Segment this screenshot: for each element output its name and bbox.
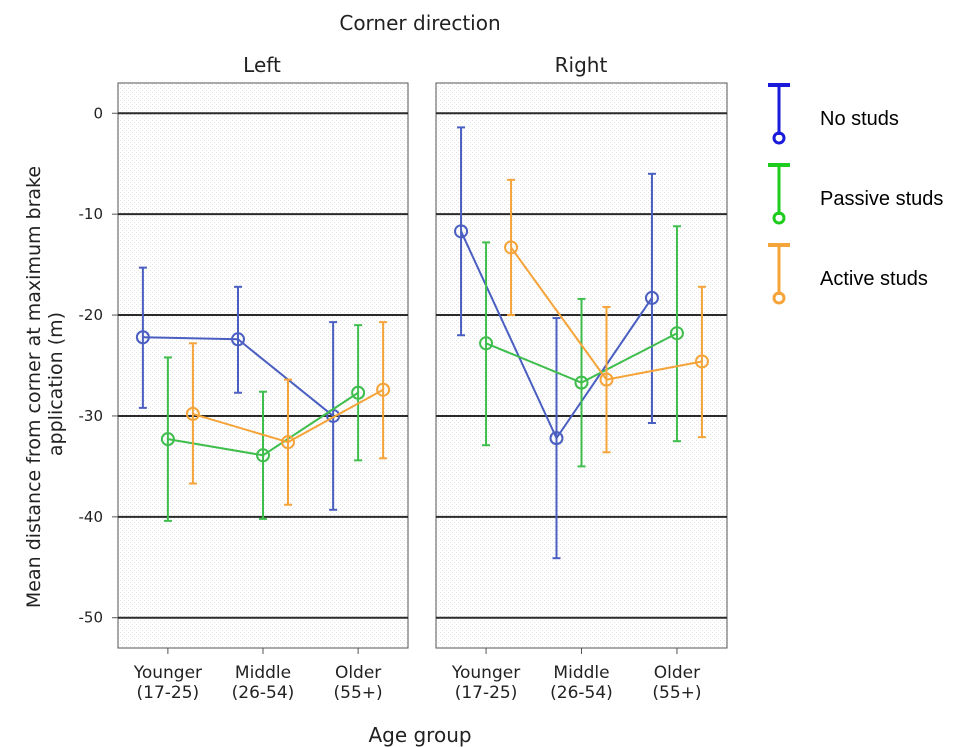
y-axis-title-line1: Mean distance from corner at maximum bra…: [23, 166, 45, 608]
x-tick-label: Younger: [133, 663, 202, 683]
y-tick-label: -30: [79, 407, 104, 425]
x-tick-label: (26-54): [232, 683, 295, 703]
legend-label: Passive studs: [820, 188, 943, 210]
y-axis-ticks: 0 -10 -20 -30 -40 -50: [79, 104, 118, 627]
legend-item-passive-studs: Passive studs: [768, 163, 943, 225]
y-axis-title-line2: application (m): [45, 312, 67, 456]
legend-marker-icon: [772, 291, 786, 305]
data-point: [281, 435, 295, 450]
y-tick-label: -40: [79, 508, 104, 526]
x-tick-label: (17-25): [137, 683, 200, 703]
x-axis-title: Age group: [368, 723, 471, 747]
x-tick-label: (17-25): [455, 683, 518, 703]
data-point: [479, 336, 494, 351]
y-tick-label: 0: [93, 104, 103, 122]
data-point: [504, 240, 519, 255]
panel-title-right: Right: [555, 53, 608, 77]
x-tick-label: (26-54): [550, 683, 613, 703]
data-point: [549, 431, 564, 446]
x-tick-label: (55+): [652, 683, 701, 703]
data-point: [376, 382, 391, 397]
y-tick-label: -20: [79, 306, 104, 324]
series-no-studs: [454, 126, 659, 560]
series-passive-studs: [479, 225, 684, 468]
series-passive-studs: [160, 324, 366, 522]
data-point: [599, 372, 614, 387]
legend: No studs Passive studs Active studs: [768, 83, 943, 305]
x-tick-label: Younger: [451, 663, 520, 683]
legend-marker-icon: [772, 211, 786, 225]
y-tick-label: -10: [79, 205, 104, 223]
data-point: [574, 375, 589, 390]
panels: Younger(17-25)Middle(26-54)Older(55+)You…: [117, 82, 728, 703]
legend-marker-icon: [772, 131, 786, 145]
y-axis-title: Mean distance from corner at maximum bra…: [23, 160, 67, 608]
x-tick-label: Older: [335, 663, 381, 683]
legend-item-no-studs: No studs: [768, 83, 899, 145]
series-active-studs: [504, 178, 709, 454]
chart-title: Corner direction: [339, 11, 500, 35]
x-tick-label: (55+): [334, 683, 383, 703]
data-point: [694, 354, 709, 369]
data-point: [135, 330, 150, 345]
legend-label: No studs: [820, 108, 899, 130]
panel-right: Younger(17-25) Middle(26-54) Older(55+): [435, 82, 728, 703]
series-no-studs: [135, 266, 341, 511]
data-point: [454, 224, 469, 239]
legend-item-active-studs: Active studs: [768, 243, 928, 305]
data-point: [669, 326, 684, 341]
x-tick-label: Middle: [553, 663, 609, 683]
data-point: [185, 406, 200, 421]
data-point: [160, 432, 175, 447]
legend-label: Active studs: [820, 268, 928, 290]
panel-background: [117, 82, 409, 649]
data-point: [351, 385, 366, 400]
x-tick-label: Older: [654, 663, 700, 683]
data-point: [231, 332, 245, 347]
x-tick-label: Middle: [235, 663, 291, 683]
panel-left: Younger(17-25) Middle(26-54) Older(55+): [117, 82, 409, 703]
y-tick-label: -50: [79, 609, 104, 627]
data-point: [256, 448, 270, 463]
series-active-studs: [185, 321, 391, 506]
panel-title-left: Left: [243, 53, 281, 77]
data-point: [644, 290, 659, 305]
